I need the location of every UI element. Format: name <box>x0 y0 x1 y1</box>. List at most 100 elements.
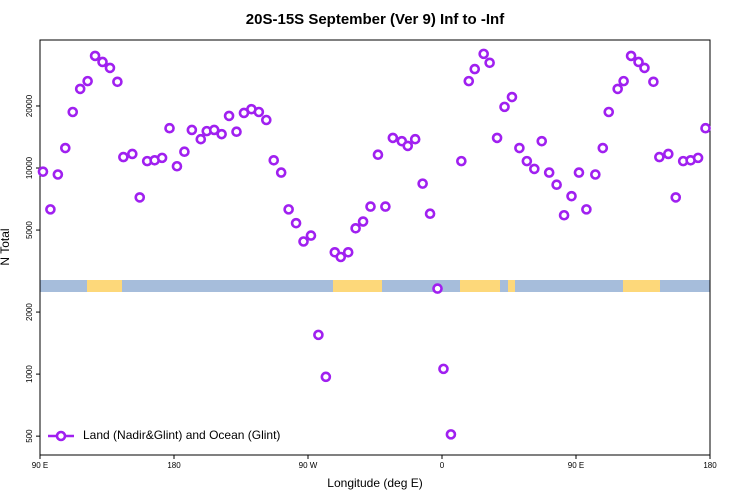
point <box>350 222 361 234</box>
point <box>380 201 391 212</box>
point <box>118 151 129 163</box>
point <box>195 133 207 145</box>
point <box>127 148 138 160</box>
point <box>290 217 302 229</box>
point <box>357 216 369 227</box>
point <box>67 106 79 118</box>
point <box>365 201 376 212</box>
point <box>654 151 665 163</box>
point <box>253 106 265 118</box>
y-tick-label: 5000 <box>25 221 34 239</box>
x-tick-label: 90 W <box>299 461 318 470</box>
x-tick-label: 90 E <box>32 461 48 470</box>
point <box>633 56 644 68</box>
point <box>409 133 421 145</box>
point <box>499 101 510 113</box>
point <box>342 246 354 258</box>
point <box>573 167 585 178</box>
point <box>463 75 475 87</box>
y-axis-label: N Total <box>0 228 12 265</box>
point <box>625 50 637 62</box>
point <box>663 148 674 160</box>
point <box>261 114 272 126</box>
point <box>521 155 533 167</box>
x-tick-label: 180 <box>703 461 717 470</box>
point <box>45 204 56 215</box>
point <box>372 149 384 161</box>
point <box>618 75 629 87</box>
point <box>670 192 682 203</box>
point <box>320 371 332 383</box>
x-tick-label: 90 E <box>568 461 584 470</box>
point <box>52 169 64 180</box>
point <box>438 363 449 375</box>
point <box>104 62 116 74</box>
surface-strip <box>40 280 710 292</box>
point <box>603 106 615 118</box>
point <box>529 163 540 175</box>
point <box>639 62 650 74</box>
point <box>536 135 548 147</box>
point <box>590 169 601 180</box>
point <box>506 91 518 103</box>
point <box>558 209 570 221</box>
point <box>223 110 235 122</box>
point <box>692 152 704 164</box>
point <box>82 75 93 87</box>
point <box>484 57 495 69</box>
y-tick-label: 1000 <box>25 365 34 383</box>
point <box>283 204 294 215</box>
point <box>469 63 481 75</box>
point <box>445 429 457 440</box>
legend-label: Land (Nadir&Glint) and Ocean (Glint) <box>83 428 280 442</box>
point <box>313 329 324 341</box>
point <box>164 122 175 134</box>
point <box>335 251 347 263</box>
plot-frame <box>39 39 711 456</box>
y-tick-label: 2000 <box>25 303 34 321</box>
point <box>478 48 489 60</box>
point <box>186 124 198 136</box>
x-tick-label: 180 <box>167 461 181 470</box>
point <box>543 167 555 178</box>
chart-title: 20S-15S September (Ver 9) Inf to -Inf <box>246 11 505 28</box>
point <box>216 128 227 140</box>
point <box>456 155 467 167</box>
point <box>208 124 220 136</box>
point <box>89 50 101 62</box>
point <box>74 83 86 95</box>
point <box>566 190 577 202</box>
point <box>179 146 190 157</box>
point <box>402 140 414 152</box>
point <box>581 204 592 215</box>
point <box>231 126 242 138</box>
legend-marker <box>55 430 67 442</box>
point <box>305 230 317 241</box>
point <box>551 179 562 190</box>
point <box>432 283 443 294</box>
point <box>298 236 309 247</box>
y-tick-label: 500 <box>25 429 34 443</box>
point <box>112 76 123 88</box>
point <box>424 208 436 220</box>
point <box>597 142 609 154</box>
point <box>268 155 280 166</box>
point <box>97 56 108 68</box>
point <box>514 142 525 154</box>
point <box>37 166 49 177</box>
point <box>275 167 287 178</box>
y-tick-label: 20000 <box>25 94 34 117</box>
point <box>700 122 711 134</box>
point <box>491 132 503 144</box>
point <box>156 152 168 164</box>
x-tick-label: 0 <box>440 461 445 470</box>
point <box>417 178 428 189</box>
point <box>612 83 623 95</box>
point <box>387 132 399 144</box>
point <box>60 142 71 154</box>
y-tick-label: 10000 <box>25 156 34 179</box>
point <box>648 76 659 88</box>
x-axis-label: Longitude (deg E) <box>327 476 422 490</box>
point <box>134 192 146 203</box>
